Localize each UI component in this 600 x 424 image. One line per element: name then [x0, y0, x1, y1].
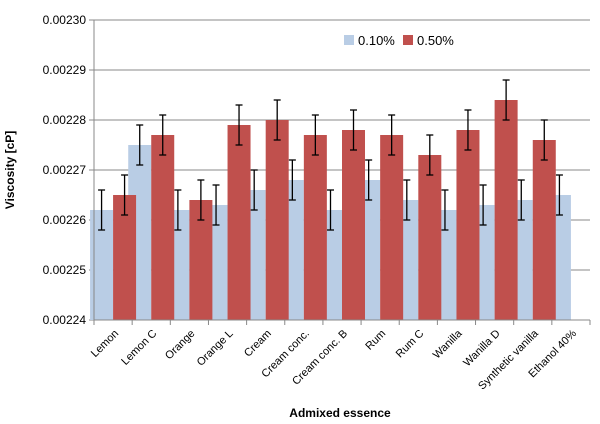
y-tick-labels: 0.00224 0.00225 0.00226 0.00227 0.00228 0.002… [43, 13, 87, 327]
y-axis-title: Viscosity [cP] [3, 131, 17, 209]
error-bars [98, 79, 563, 231]
bar [151, 135, 175, 320]
bar [494, 100, 518, 320]
bar [90, 210, 114, 320]
x-axis-title: Admixed essence [289, 406, 391, 420]
bar [265, 120, 289, 320]
y-tick-label: 0.00228 [43, 113, 87, 127]
bar [418, 155, 442, 320]
bars [90, 100, 571, 320]
bar [456, 130, 480, 320]
legend: 0.10% 0.50% [344, 33, 454, 48]
bar [113, 195, 137, 320]
bar [342, 130, 365, 320]
y-tick-label: 0.00225 [43, 263, 87, 277]
bar [532, 140, 556, 320]
legend-swatch-0 [344, 35, 354, 45]
bar [227, 125, 251, 320]
y-tick-label: 0.00227 [43, 163, 87, 177]
y-tick-label: 0.00224 [43, 313, 87, 327]
legend-swatch-1 [403, 35, 413, 45]
axes [93, 20, 591, 325]
legend-label-0: 0.10% [358, 33, 395, 48]
y-tick-label: 0.00226 [43, 213, 87, 227]
y-tick-label: 0.00230 [43, 13, 87, 27]
y-tick-label: 0.00229 [43, 63, 87, 77]
legend-label-1: 0.50% [417, 33, 454, 48]
bar [303, 135, 327, 320]
bar [189, 200, 213, 320]
bar [380, 135, 404, 320]
